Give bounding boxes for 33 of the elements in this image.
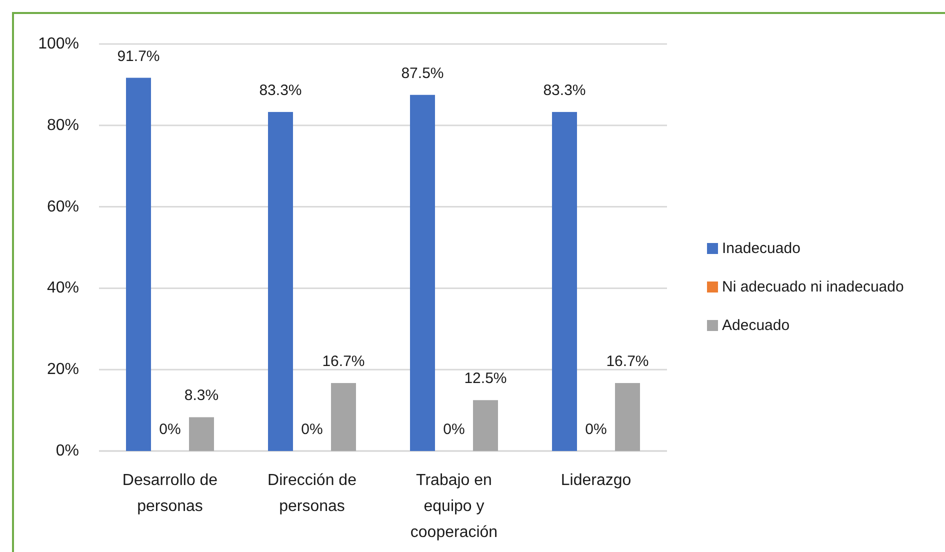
y-tick-label: 40% [46, 280, 79, 297]
data-label: 0% [443, 421, 465, 438]
data-label: 0% [159, 421, 181, 438]
data-label: 83.3% [543, 82, 586, 99]
y-tick-label: 20% [46, 361, 79, 378]
legend-label: Ni adecuado ni inadecuado [722, 278, 904, 296]
y-tick-label: 60% [46, 198, 79, 216]
x-tick-label: Desarrollo de personas [122, 472, 218, 515]
data-label: 91.7% [117, 48, 160, 65]
data-label: 83.3% [259, 82, 302, 99]
bar [331, 383, 356, 451]
x-tick-label: Liderazgo [560, 472, 632, 489]
data-label: 16.7% [322, 353, 365, 370]
y-tick-label: 100% [38, 36, 79, 52]
data-label: 0% [301, 421, 323, 438]
bar [189, 417, 214, 451]
bar [126, 78, 151, 451]
data-label: 8.3% [184, 387, 219, 404]
bar [552, 112, 577, 451]
data-label: 87.5% [401, 64, 444, 82]
data-label: 16.7% [606, 353, 649, 370]
data-label: 12.5% [464, 370, 507, 388]
bar [268, 112, 293, 451]
y-tick-label: 80% [46, 116, 79, 134]
y-tick-label: 0% [56, 442, 79, 460]
bar [615, 383, 640, 451]
bar [410, 94, 435, 451]
x-tick-label: Trabajo en equipo y cooperación [410, 472, 498, 541]
bar [473, 400, 498, 451]
legend-label: Inadecuado [722, 240, 800, 257]
x-tick-label: Dirección de personas [268, 472, 357, 515]
legend-label: Adecuado [722, 317, 790, 334]
data-label: 0% [585, 421, 607, 438]
